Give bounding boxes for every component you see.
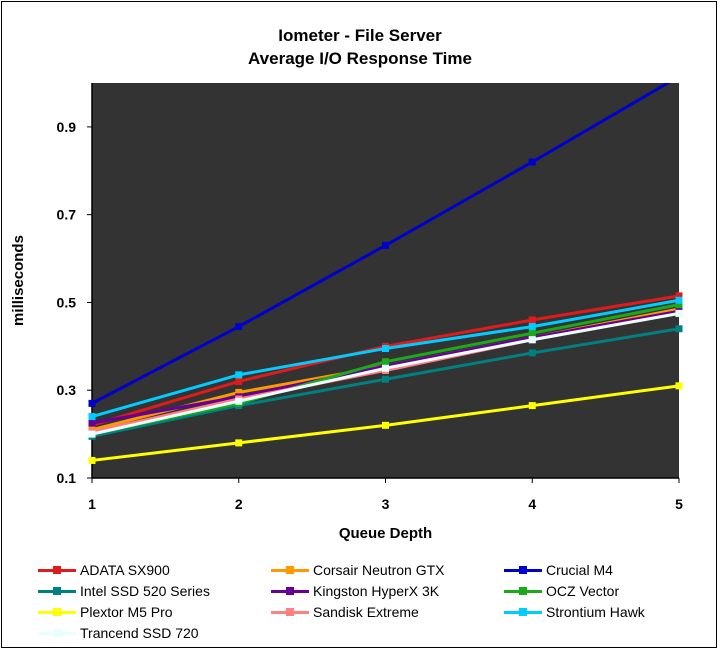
legend-label: Sandisk Extreme [313,604,419,620]
y-tick-label: 0.9 [57,119,77,135]
legend-label: ADATA SX900 [80,562,170,578]
data-point [528,336,536,344]
y-tick-label: 0.7 [57,207,77,223]
legend-item: Corsair Neutron GTX [271,561,444,579]
y-tick-label: 0.5 [57,294,77,310]
series-layer [88,73,683,464]
legend-swatch [504,586,542,596]
legend-label: Crucial M4 [546,562,613,578]
x-axis-title: Queue Depth [339,525,432,542]
legend-label: Corsair Neutron GTX [313,562,445,578]
data-point [382,345,389,353]
legend-swatch [504,607,542,617]
data-point [528,323,536,331]
data-point [88,430,96,438]
data-point [675,382,683,390]
legend-item: Plextor M5 Pro [38,603,173,621]
legend-swatch [38,628,76,638]
legend-label: Trancend SSD 720 [80,625,199,641]
data-point [382,358,389,366]
series-10 [88,309,683,438]
legend-item: Crucial M4 [504,561,613,579]
data-point [675,292,683,300]
data-point [88,399,96,407]
x-tick-label: 3 [382,496,390,512]
series-3 [88,73,683,407]
data-point [382,364,389,372]
data-point [675,325,683,333]
x-tick-label: 4 [528,496,536,512]
y-axis-ticks: 0.1 0.3 0.5 0.7 0.9 [57,119,92,486]
data-point [675,301,683,309]
legend-swatch [38,586,76,596]
legend-item: Strontium Hawk [504,603,645,621]
data-point [235,323,243,331]
y-axis-title: milliseconds [10,235,27,326]
legend-item: Kingston HyperX 3K [271,582,439,600]
data-point [382,241,389,249]
legend-label: Kingston HyperX 3K [313,583,440,599]
legend-item: ADATA SX900 [38,561,170,579]
y-tick-label: 0.1 [57,470,77,486]
legend-label: Intel SSD 520 Series [80,583,210,599]
data-point [675,309,683,317]
x-tick-label: 2 [235,496,243,512]
legend-swatch [271,607,309,617]
data-point [528,329,536,337]
data-point [235,397,243,405]
legend-label: Plextor M5 Pro [80,604,173,620]
legend-item: Sandisk Extreme [271,603,419,621]
data-point [676,73,683,80]
data-point [235,371,243,379]
data-point [235,439,243,447]
data-point [382,421,389,429]
data-point [382,375,389,383]
legend-swatch [38,565,76,575]
data-point [528,316,536,324]
legend-swatch [271,586,309,596]
legend-swatch [271,565,309,575]
data-point [88,419,96,427]
x-axis-ticks: 1 2 3 4 5 [88,478,683,512]
data-point [88,456,96,464]
legend-label: OCZ Vector [546,583,620,599]
y-tick-label: 0.3 [57,382,77,398]
data-point [528,402,536,410]
data-point [675,296,683,304]
legend-item: Intel SSD 520 Series [38,582,210,600]
legend-label: Strontium Hawk [546,604,645,620]
data-point [235,388,243,396]
data-point [235,377,243,385]
chart-title: Iometer - File Server [278,26,442,45]
data-point [88,413,96,421]
series-7 [88,382,683,464]
x-tick-label: 5 [675,496,683,512]
data-point [528,158,536,166]
data-point [528,349,536,357]
legend-item: OCZ Vector [504,582,619,600]
legend-item: Trancend SSD 720 [38,624,199,642]
series-9 [88,296,683,421]
legend-swatch [504,565,542,575]
legend-swatch [38,607,76,617]
chart-subtitle: Average I/O Response Time [248,49,472,68]
x-tick-label: 1 [88,496,96,512]
